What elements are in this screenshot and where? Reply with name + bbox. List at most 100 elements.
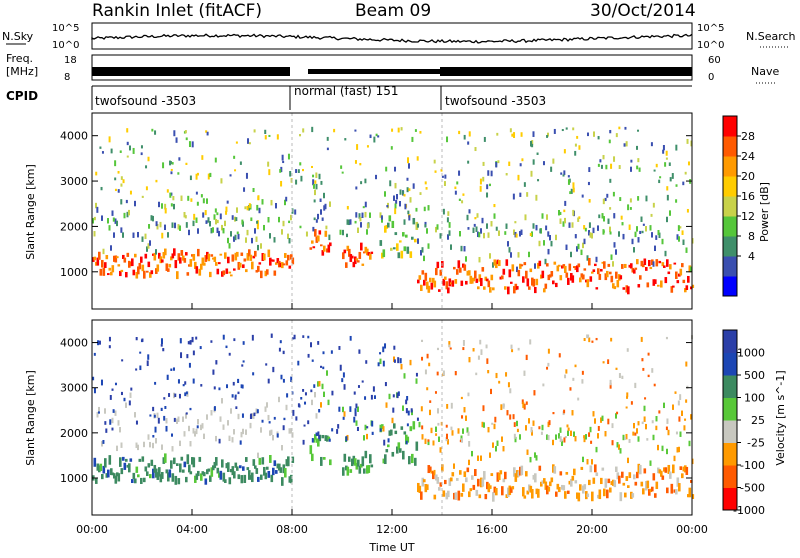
power-cell xyxy=(360,181,363,185)
velocity-cell xyxy=(447,439,449,445)
velocity-cell xyxy=(282,350,285,355)
velocity-cell xyxy=(445,433,448,439)
power-cell xyxy=(624,263,627,268)
velocity-cell xyxy=(558,353,561,358)
velocity-cell xyxy=(451,430,454,436)
power-cell xyxy=(665,150,668,156)
power-cell xyxy=(531,277,534,286)
power-cell xyxy=(114,218,117,224)
velocity-cell xyxy=(573,468,576,476)
velocity-cell xyxy=(240,475,244,484)
power-cell xyxy=(112,217,115,222)
power-cell xyxy=(393,247,396,250)
power-colorbar-label: Power [dB] xyxy=(758,182,771,242)
velocity-cell xyxy=(300,397,303,400)
power-cell xyxy=(400,250,404,259)
power-cell xyxy=(230,231,232,237)
power-cell xyxy=(113,232,115,238)
power-cell xyxy=(558,264,561,267)
velocity-cell xyxy=(594,464,597,473)
power-cell xyxy=(257,195,260,201)
velocity-cell xyxy=(436,476,440,484)
power-cell xyxy=(612,283,615,289)
power-cell xyxy=(423,206,426,212)
power-cell xyxy=(658,260,662,264)
power-cell xyxy=(204,255,208,262)
power-cell xyxy=(230,274,233,277)
velocity-cell xyxy=(433,469,436,476)
velocity-cell xyxy=(466,467,470,473)
velocity-cell xyxy=(215,360,218,365)
xlabel: Time UT xyxy=(368,541,414,554)
velocity-cell xyxy=(564,436,567,439)
velocity-cell xyxy=(273,460,277,467)
velocity-cell xyxy=(237,474,241,480)
power-cell xyxy=(625,141,628,147)
cpid-label: CPID xyxy=(6,89,38,103)
velocity-cell xyxy=(450,426,453,431)
power-cell xyxy=(601,261,605,264)
velocity-cell xyxy=(632,431,635,436)
velocity-cell xyxy=(690,480,693,483)
power-cell xyxy=(472,227,475,234)
velocity-cell xyxy=(285,459,289,467)
power-cell xyxy=(513,229,515,235)
velocity-cell xyxy=(451,472,455,477)
power-cell xyxy=(690,140,693,147)
power-cell xyxy=(126,155,129,158)
power-cell xyxy=(346,219,349,225)
power-cell xyxy=(128,145,131,151)
power-cell xyxy=(512,193,515,200)
velocity-cell xyxy=(234,396,237,400)
power-cell xyxy=(652,261,655,267)
velocity-cell xyxy=(268,421,271,424)
power-cell xyxy=(472,277,476,282)
power-cell xyxy=(170,168,173,171)
power-cell xyxy=(396,193,398,200)
velocity-cell xyxy=(261,457,265,465)
power-cell xyxy=(574,234,577,239)
power-cell xyxy=(637,158,640,163)
power-cell xyxy=(187,195,190,201)
velocity-cell xyxy=(237,413,240,420)
power-cell xyxy=(442,278,446,286)
velocity-cell xyxy=(625,476,629,481)
power-cell xyxy=(312,226,315,232)
velocity-cell xyxy=(194,431,196,437)
power-cell xyxy=(424,181,427,185)
power-cell xyxy=(380,215,383,220)
power-cell xyxy=(315,219,318,223)
power-cell xyxy=(565,127,568,130)
power-cell xyxy=(209,221,211,227)
power-cell xyxy=(563,170,566,175)
velocity-cell xyxy=(160,407,163,411)
velocity-cell xyxy=(645,423,647,430)
velocity-cell xyxy=(491,422,494,425)
y-tick-label: 4000 xyxy=(60,130,88,143)
velocity-cell xyxy=(630,491,633,499)
velocity-cell xyxy=(462,347,465,351)
velocity-cell xyxy=(177,416,180,422)
power-cell xyxy=(427,205,430,211)
velocity-cell xyxy=(460,435,463,441)
time-x-axis: 00:00 04:00 08:00 12:00 16:00 20:00 00:00 xyxy=(76,303,708,536)
velocity-cell xyxy=(128,400,131,406)
velocity-cell xyxy=(421,477,425,487)
power-cell xyxy=(454,279,458,284)
velocity-cell xyxy=(188,362,191,368)
power-cell xyxy=(423,279,426,286)
velocity-cell xyxy=(209,475,212,482)
velocity-cell xyxy=(477,455,479,461)
velocity-cell xyxy=(556,483,560,490)
velocity-cell xyxy=(180,352,183,359)
power-cell xyxy=(645,226,647,232)
power-cell xyxy=(592,131,595,137)
power-cell xyxy=(359,217,362,222)
velocity-cell xyxy=(613,480,617,488)
power-cell xyxy=(169,192,172,198)
power-cell xyxy=(382,249,386,258)
power-cell xyxy=(216,227,219,234)
velocity-cell xyxy=(682,466,686,472)
power-cell xyxy=(406,177,409,181)
